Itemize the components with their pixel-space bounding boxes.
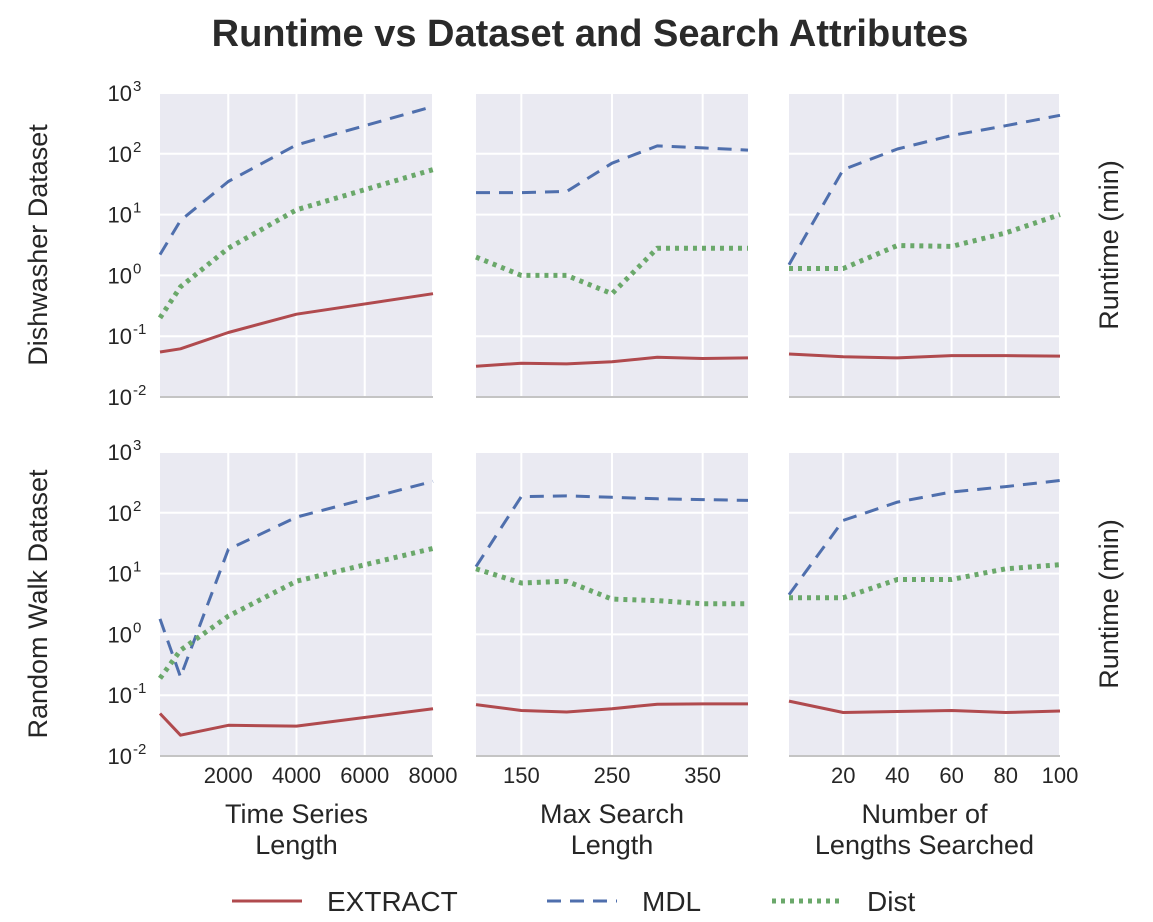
x-tick-label: 20 [831, 763, 855, 788]
y-tick-label: 10 [108, 622, 132, 647]
y-tick-base: 10 [108, 385, 132, 410]
y-tick-label: 10 [108, 683, 132, 708]
x-axis-label: Length [571, 830, 654, 860]
y-tick-label: 10 [108, 324, 132, 349]
y-tick-exponent: -1 [133, 680, 146, 697]
series-line-extract [158, 707, 434, 737]
legend-item-mdl: MDL [547, 886, 701, 917]
y-tick-label: 10 [108, 81, 132, 106]
x-tick-label: 100 [1042, 763, 1079, 788]
y-tick-label: 10 [108, 263, 132, 288]
y-tick-label: 10 [108, 142, 132, 167]
x-tick-label: 6000 [340, 763, 389, 788]
legend-label: MDL [642, 886, 701, 917]
x-tick-label: 8000 [409, 763, 458, 788]
y-tick-exponent: 3 [133, 78, 141, 95]
x-tick-label: 40 [885, 763, 909, 788]
y-tick-base: 10 [108, 440, 132, 465]
legend-item-extract: EXTRACT [232, 886, 458, 917]
y-tick-base: 10 [108, 501, 132, 526]
x-tick-label: 4000 [272, 763, 321, 788]
y-tick-label: 10 [108, 562, 132, 587]
series-line-mdl [787, 113, 1061, 266]
x-axis-label: Length [255, 830, 338, 860]
y-tick-base: 10 [108, 683, 132, 708]
y-tick-label: 10 [108, 203, 132, 228]
series-line-extract [788, 352, 1061, 360]
x-tick-label: 60 [939, 763, 963, 788]
series-line-dist [157, 545, 434, 680]
series-line-mdl [476, 144, 749, 195]
plot-background [789, 93, 1060, 397]
series-line-dist [789, 212, 1061, 271]
series-line-extract [159, 292, 434, 354]
y-tick-label: 10 [108, 501, 132, 526]
legend-label: EXTRACT [327, 886, 458, 917]
y-tick-exponent: 0 [133, 619, 141, 636]
y-tick-label: 10 [108, 440, 132, 465]
y-axis-label: Runtime (min) [1094, 519, 1124, 689]
x-axis-label: Max Search [540, 799, 684, 829]
series-line-extract [475, 702, 748, 714]
series-line-extract [788, 699, 1061, 714]
series-line-mdl [787, 479, 1061, 596]
y-tick-exponent: -2 [133, 382, 146, 399]
series-line-mdl [158, 479, 434, 679]
x-axis-label: Number of [861, 799, 988, 829]
y-tick-label: 10 [108, 385, 132, 410]
y-tick-base: 10 [108, 562, 132, 587]
y-tick-base: 10 [108, 622, 132, 647]
x-tick-label: 80 [994, 763, 1018, 788]
series-line-dist [475, 566, 748, 607]
x-tick-label: 250 [594, 763, 631, 788]
y-tick-exponent: 2 [133, 498, 141, 515]
y-tick-exponent: 1 [133, 200, 141, 217]
y-tick-label: 10 [108, 744, 132, 769]
x-tick-label: 2000 [204, 763, 253, 788]
y-tick-exponent: 3 [133, 437, 141, 454]
y-tick-base: 10 [108, 81, 132, 106]
plot-background [789, 452, 1060, 756]
series-line-mdl [158, 105, 434, 256]
x-axis-label: Lengths Searched [815, 830, 1034, 860]
y-tick-base: 10 [108, 263, 132, 288]
y-tick-base: 10 [108, 203, 132, 228]
y-tick-base: 10 [108, 142, 132, 167]
x-tick-label: 350 [684, 763, 721, 788]
row-label: Random Walk Dataset [23, 469, 53, 739]
y-tick-base: 10 [108, 324, 132, 349]
legend-label: Dist [867, 886, 915, 917]
series-line-extract [475, 355, 749, 368]
legend-item-dist: Dist [772, 886, 915, 917]
series-line-dist [789, 562, 1061, 601]
y-tick-exponent: -1 [133, 321, 146, 338]
y-axis-label: Runtime (min) [1094, 160, 1124, 330]
y-tick-base: 10 [108, 744, 132, 769]
series-line-mdl [474, 494, 749, 568]
row-label: Dishwasher Dataset [23, 124, 53, 366]
y-tick-exponent: 2 [133, 139, 141, 156]
y-tick-exponent: 1 [133, 559, 141, 576]
y-tick-exponent: 0 [133, 260, 141, 277]
x-tick-label: 150 [503, 763, 540, 788]
series-line-dist [475, 245, 748, 297]
chart-title: Runtime vs Dataset and Search Attributes [212, 13, 969, 55]
y-tick-exponent: -2 [133, 741, 146, 758]
panel-r0-c2 [787, 92, 1061, 398]
panel-r0-c1 [475, 92, 749, 398]
x-axis-label: Time Series [225, 799, 368, 829]
